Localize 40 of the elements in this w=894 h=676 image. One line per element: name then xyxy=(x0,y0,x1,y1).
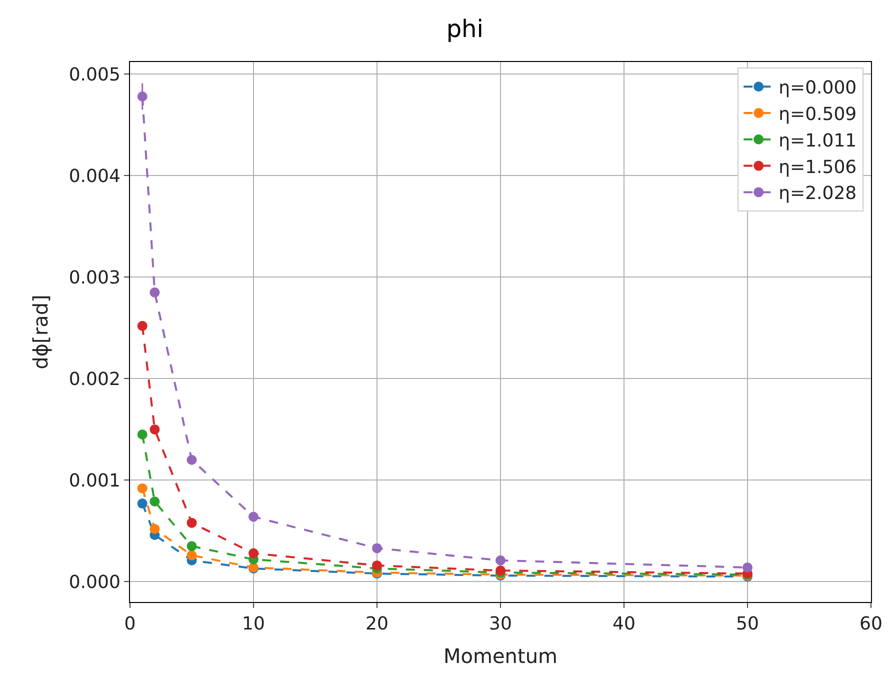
point xyxy=(137,320,148,331)
x-tick-label: 10 xyxy=(242,614,265,635)
point xyxy=(186,541,197,552)
legend-label: η=1.506 xyxy=(778,156,857,178)
y-tick-label: 0.004 xyxy=(68,166,120,187)
point xyxy=(742,562,752,572)
legend-label: η=0.509 xyxy=(778,104,857,126)
point xyxy=(186,518,197,528)
point xyxy=(248,548,258,558)
x-axis-title: Momentum xyxy=(444,644,558,668)
legend-label: η=2.028 xyxy=(778,183,857,204)
x-tick-label: 20 xyxy=(366,614,388,635)
y-tick-label: 0.003 xyxy=(68,267,120,288)
point xyxy=(372,560,382,570)
x-tick-label: 50 xyxy=(736,614,759,635)
legend-label: η=0.000 xyxy=(778,78,857,99)
point xyxy=(150,496,160,507)
point xyxy=(150,287,160,298)
point xyxy=(137,430,148,440)
point xyxy=(137,498,148,509)
chart-title: phi xyxy=(446,15,484,44)
point xyxy=(137,92,148,102)
point xyxy=(186,454,197,465)
y-tick-label: 0.002 xyxy=(68,368,120,390)
point xyxy=(372,543,382,554)
x-tick-label: 40 xyxy=(612,614,636,635)
x-tick-label: 0 xyxy=(124,614,136,635)
point xyxy=(150,424,160,434)
point xyxy=(137,483,148,494)
y-tick-label: 0.000 xyxy=(68,572,120,593)
y-tick-label: 0.005 xyxy=(68,64,120,86)
x-tick-label: 30 xyxy=(489,614,512,635)
legend-label: η=1.011 xyxy=(778,130,857,152)
x-tick-label: 60 xyxy=(860,614,882,635)
y-axis-title: dϕ[rad] xyxy=(28,294,52,370)
point xyxy=(150,524,160,534)
y-tick-label: 0.001 xyxy=(68,470,120,492)
point xyxy=(248,512,258,522)
point xyxy=(496,555,506,566)
point xyxy=(186,550,197,560)
